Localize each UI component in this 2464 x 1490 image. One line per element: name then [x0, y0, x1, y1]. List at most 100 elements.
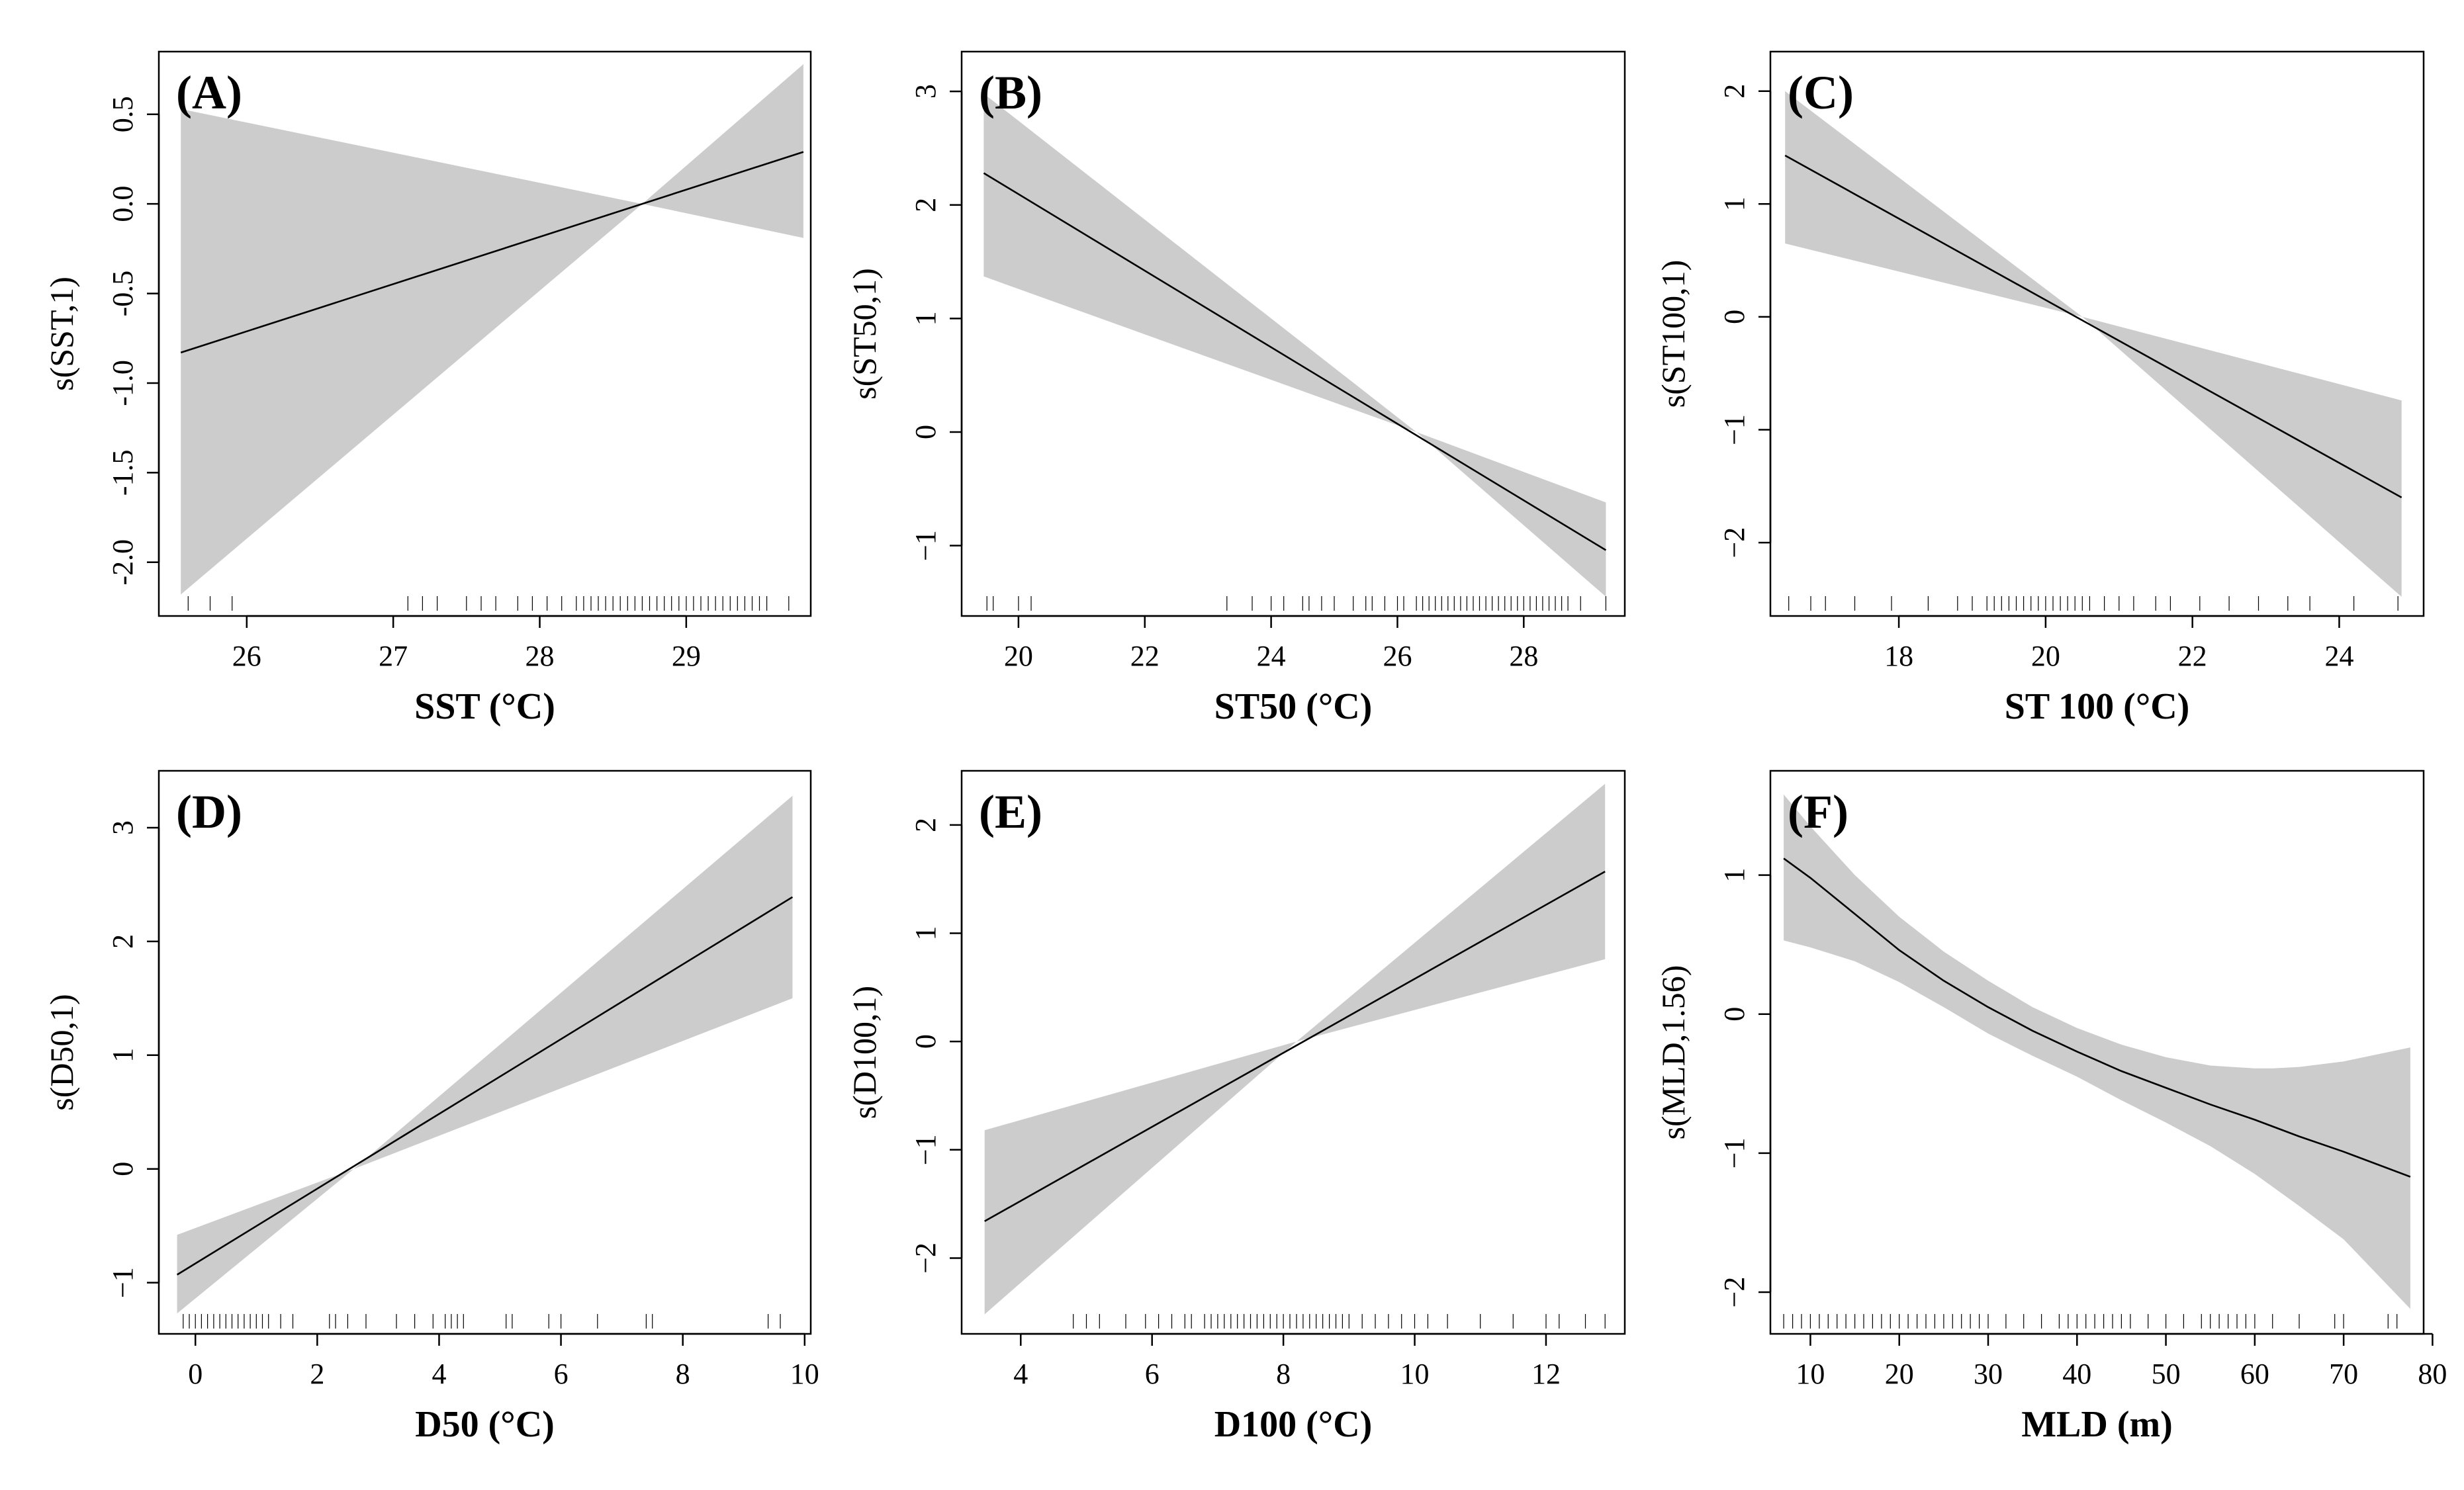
y-tick-label: −2 — [909, 1243, 942, 1274]
x-axis: 18 20 22 24 — [1884, 615, 2353, 672]
y-tick-label: -1.5 — [107, 450, 139, 496]
x-axis-title: D100 (°C) — [1214, 1404, 1373, 1445]
confidence-band — [1785, 91, 2402, 597]
y-tick-label: 1 — [107, 1048, 139, 1063]
y-tick-label: 3 — [909, 84, 942, 99]
plot-frame — [158, 769, 812, 1335]
panel-label: (E) — [979, 785, 1042, 838]
x-tick-label: 24 — [1257, 640, 1286, 672]
y-tick-label: -2.0 — [107, 539, 139, 586]
x-axis: 0 2 4 6 8 10 — [188, 1333, 819, 1390]
y-axis-title: s(D100,1) — [846, 986, 883, 1119]
panel-label: (D) — [176, 785, 242, 838]
x-tick-label: 4 — [432, 1358, 446, 1390]
y-tick-label: −2 — [1718, 1277, 1751, 1308]
x-axis: 26 27 28 29 — [232, 615, 701, 672]
panel-label: (B) — [979, 66, 1042, 119]
x-tick-label: 26 — [232, 640, 261, 672]
x-tick-label: 12 — [1531, 1358, 1561, 1390]
x-tick-label: 27 — [379, 640, 408, 672]
y-tick-label: 0 — [909, 425, 942, 439]
x-tick-label: 8 — [676, 1358, 690, 1390]
x-axis: 20 22 24 26 28 — [1004, 615, 1538, 672]
x-tick-label: 6 — [1145, 1358, 1160, 1390]
x-tick-label: 18 — [1884, 640, 1913, 672]
smooth-line — [983, 172, 1607, 551]
confidence-band — [983, 93, 1606, 597]
panel-d: 0 2 4 6 8 10 D50 (°C) −1 0 1 2 3 s(D50,1) (D) — [43, 769, 819, 1445]
rug-ticks — [1783, 1314, 2398, 1329]
x-tick-label: 22 — [1130, 640, 1160, 672]
x-axis-title: MLD (m) — [2021, 1404, 2173, 1445]
smooth-line — [984, 871, 1606, 1222]
x-tick-label: 22 — [2178, 640, 2207, 672]
x-tick-label: 28 — [1509, 640, 1538, 672]
y-tick-label: −1 — [1718, 414, 1751, 445]
rug-ticks — [1073, 1314, 1606, 1329]
x-tick-label: 29 — [672, 640, 701, 672]
x-tick-label: 70 — [2329, 1358, 2358, 1390]
x-tick-label: 60 — [2240, 1358, 2269, 1390]
y-axis-title: s(SST,1) — [43, 277, 80, 391]
y-tick-label: −1 — [1718, 1137, 1751, 1168]
y-tick-label: 0.5 — [107, 96, 139, 132]
rug-ticks — [187, 596, 790, 611]
x-tick-label: 8 — [1276, 1358, 1291, 1390]
x-tick-label: 30 — [1974, 1358, 2003, 1390]
x-tick-label: 20 — [2031, 640, 2060, 672]
y-axis: −2 −1 0 1 2 — [909, 818, 963, 1274]
y-axis: -2.0 -1.5 -1.0 -0.5 0.0 0.5 — [107, 96, 160, 586]
panel-label: (C) — [1788, 66, 1854, 119]
panel-label: (A) — [176, 66, 242, 119]
panel-b: 20 22 24 26 28 ST50 (°C) −1 0 1 2 3 s(ST50,1) (B) — [846, 50, 1626, 727]
x-tick-label: 2 — [310, 1358, 324, 1390]
y-axis-title: s(MLD,1.56) — [1655, 965, 1692, 1140]
rug-ticks — [1788, 596, 2398, 611]
panel-label: (F) — [1788, 785, 1848, 838]
x-axis-title: D50 (°C) — [415, 1404, 555, 1445]
x-tick-label: 10 — [790, 1358, 819, 1390]
x-tick-label: 28 — [525, 640, 555, 672]
confidence-band — [984, 783, 1606, 1315]
y-tick-label: −1 — [107, 1267, 139, 1298]
x-tick-label: 80 — [2418, 1358, 2447, 1390]
y-tick-label: 0 — [909, 1034, 942, 1049]
y-axis: −2 −1 0 1 2 — [1718, 84, 1772, 558]
rug-ticks — [183, 1314, 781, 1329]
smooth-line — [1783, 857, 2411, 1178]
x-tick-label: 10 — [1400, 1358, 1430, 1390]
confidence-band — [177, 795, 793, 1314]
x-axis-title: ST 100 (°C) — [2005, 686, 2190, 727]
rug-ticks — [986, 596, 1606, 611]
x-axis: 10 20 30 40 50 60 70 80 — [1796, 1333, 2447, 1390]
smooth-line — [176, 896, 794, 1276]
x-tick-label: 20 — [1885, 1358, 1914, 1390]
x-tick-label: 24 — [2324, 640, 2353, 672]
x-tick-label: 6 — [554, 1358, 569, 1390]
x-tick-label: 40 — [2062, 1358, 2091, 1390]
x-axis-title: SST (°C) — [414, 686, 555, 727]
plot-frame — [1769, 50, 2425, 617]
y-tick-label: -0.5 — [107, 271, 139, 317]
y-tick-label: −1 — [909, 1134, 942, 1165]
panel-a: 26 27 28 29 SST (°C) -2.0 -1.5 -1.0 -0.5 0.0 0.5 s(… — [43, 50, 812, 727]
y-tick-label: −2 — [1718, 527, 1751, 558]
y-tick-label: 2 — [909, 198, 942, 212]
y-tick-label: 1 — [1718, 197, 1751, 211]
y-tick-label: −1 — [909, 530, 942, 561]
smooth-line — [180, 151, 804, 354]
y-tick-label: 0 — [1718, 1007, 1751, 1022]
y-tick-label: 2 — [107, 934, 139, 949]
y-tick-label: 1 — [909, 311, 942, 326]
panel-f: 10 20 30 40 50 60 70 80 MLD (m) −2 −1 0 1 s(MLD,1.56)… — [1655, 769, 2447, 1445]
x-tick-label: 0 — [188, 1358, 203, 1390]
y-tick-label: 2 — [909, 818, 942, 832]
x-tick-label: 10 — [1796, 1358, 1825, 1390]
y-tick-label: 0 — [1718, 310, 1751, 324]
confidence-band — [181, 64, 803, 595]
y-axis-title: s(ST50,1) — [846, 268, 883, 400]
y-axis: −2 −1 0 1 — [1718, 868, 1772, 1308]
y-tick-label: 1 — [909, 926, 942, 940]
